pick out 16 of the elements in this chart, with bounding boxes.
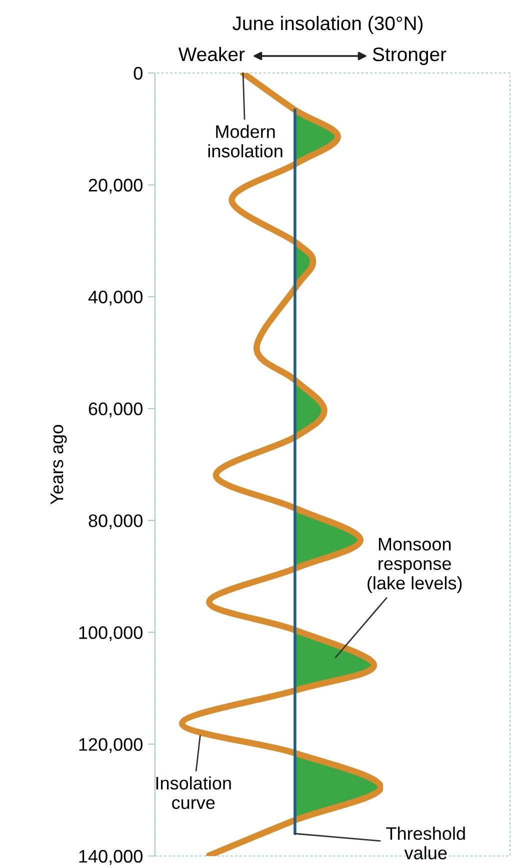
annotation: Modern insolation xyxy=(208,124,282,158)
y-tick-label: 120,000 xyxy=(79,738,142,753)
y-axis-title: Years ago xyxy=(50,424,67,504)
y-tick-label: 0 xyxy=(134,66,142,80)
y-tick-label: 80,000 xyxy=(88,514,142,530)
y-tick-label: 40,000 xyxy=(88,290,142,306)
text: Stronger xyxy=(372,47,446,66)
chart-title: June insolation (30°N) xyxy=(232,16,423,34)
annotation: Monsoon response (lake levels) xyxy=(368,538,462,594)
text: Weaker xyxy=(178,46,245,62)
y-tick-label: 20,000 xyxy=(88,178,142,194)
annotation: Threshold value xyxy=(386,826,465,860)
y-tick-label: 100,000 xyxy=(79,626,142,642)
y-tick-label: 140,000 xyxy=(79,850,142,865)
y-tick-label: 60,000 xyxy=(88,402,142,418)
annotation: Insolation curve xyxy=(156,776,231,810)
